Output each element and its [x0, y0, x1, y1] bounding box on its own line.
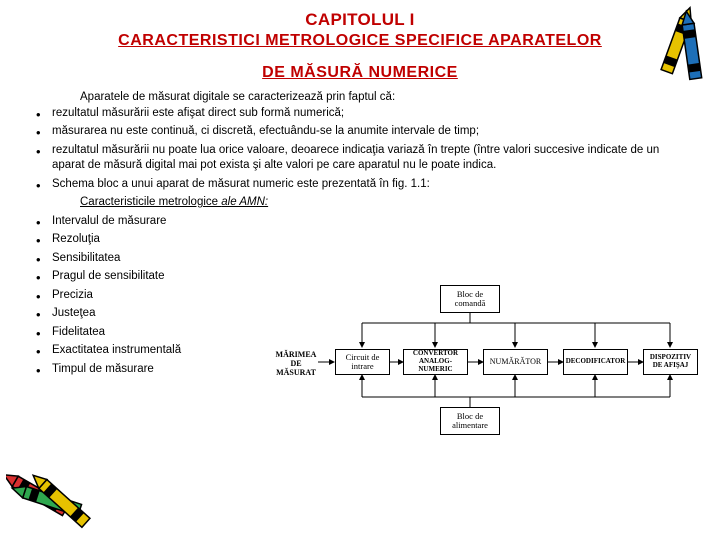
crayon-decoration-bottom	[6, 453, 126, 538]
subtitle-line2: DE MĂSURĂ NUMERICE	[0, 64, 720, 82]
title-block: CAPITOLUL I CARACTERISTICI METROLOGICE S…	[0, 0, 720, 82]
sublabel-prefix: Caracteristicile metrologice	[80, 196, 221, 208]
block-diagram: MĂRIMEA DE MĂSURAT Bloc de comandă Circu…	[290, 275, 710, 455]
bullets-top: rezultatul măsurării este afişat direct …	[30, 106, 690, 193]
input-label: MĂRIMEA DE MĂSURAT	[272, 351, 320, 377]
list-item: rezultatul măsurării este afişat direct …	[30, 106, 690, 122]
box-comanda: Bloc de comandă	[440, 285, 500, 313]
subtitle-line1: CARACTERISTICI METROLOGICE SPECIFICE APA…	[0, 32, 720, 50]
box-decodificator: DECODIFICATOR	[563, 349, 628, 375]
list-item: Intervalul de măsurare	[30, 214, 690, 230]
list-item: Sensibilitatea	[30, 251, 690, 267]
chapter-title: CAPITOLUL I	[0, 10, 720, 30]
box-afisaj: DISPOZITIV DE AFIŞAJ	[643, 349, 698, 375]
sublabel-italic: ale AMN:	[221, 196, 268, 208]
crayon-decoration-top	[646, 2, 716, 92]
list-item: Rezoluţia	[30, 232, 690, 248]
list-item: Schema bloc a unui aparat de măsurat num…	[30, 177, 690, 193]
box-intrare: Circuit de intrare	[335, 349, 390, 375]
subsection-label: Caracteristicile metrologice ale AMN:	[80, 195, 690, 211]
box-convertor: CONVERTOR ANALOG-NUMERIC	[403, 349, 468, 375]
list-item: rezultatul măsurării nu poate lua orice …	[30, 143, 690, 174]
list-item: măsurarea nu este continuă, ci discretă,…	[30, 124, 690, 140]
intro-text: Aparatele de măsurat digitale se caracte…	[80, 90, 690, 106]
box-alimentare: Bloc de alimentare	[440, 407, 500, 435]
box-numarator: NUMĂRĂTOR	[483, 349, 548, 375]
